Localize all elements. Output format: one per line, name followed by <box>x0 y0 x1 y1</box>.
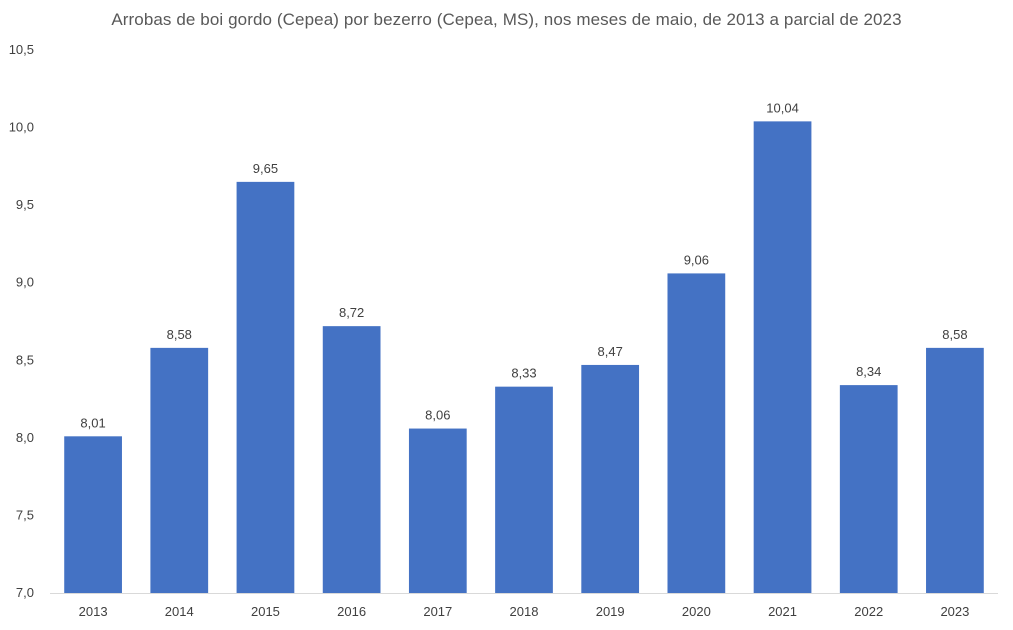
bar-2020 <box>667 273 726 593</box>
data-label: 9,65 <box>253 161 278 176</box>
bar-2018 <box>495 386 553 593</box>
data-label: 8,33 <box>511 366 536 381</box>
x-tick-label: 2016 <box>337 604 366 619</box>
bar-2021 <box>753 121 812 594</box>
data-label: 8,58 <box>942 327 967 342</box>
data-label: 8,01 <box>80 415 105 430</box>
bar-2023 <box>926 347 984 593</box>
y-tick-label: 8,0 <box>16 430 34 445</box>
y-tick-label: 10,5 <box>9 42 34 57</box>
x-tick-label: 2017 <box>423 604 452 619</box>
data-label: 8,06 <box>425 408 450 423</box>
y-tick-label: 10,0 <box>9 120 34 135</box>
y-tick-label: 7,0 <box>16 585 34 600</box>
bar-2015 <box>236 181 295 593</box>
bar-2016 <box>322 326 381 593</box>
y-tick-label: 7,5 <box>16 507 34 522</box>
data-label: 8,34 <box>856 364 881 379</box>
x-tick-label: 2013 <box>79 604 108 619</box>
x-tick-label: 2014 <box>165 604 194 619</box>
y-tick-label: 9,5 <box>16 197 34 212</box>
data-label: 8,58 <box>167 327 192 342</box>
chart-title: Arrobas de boi gordo (Cepea) por bezerro… <box>111 10 902 29</box>
x-tick-label: 2023 <box>940 604 969 619</box>
bar-2022 <box>839 385 898 593</box>
data-label: 9,06 <box>684 252 709 267</box>
data-label: 8,72 <box>339 305 364 320</box>
x-tick-label: 2021 <box>768 604 797 619</box>
bar-2019 <box>581 364 640 593</box>
x-tick-label: 2019 <box>596 604 625 619</box>
data-label: 10,04 <box>766 100 799 115</box>
x-tick-label: 2020 <box>682 604 711 619</box>
y-tick-label: 9,0 <box>16 275 34 290</box>
y-tick-label: 8,5 <box>16 352 34 367</box>
bar-2013 <box>64 436 122 593</box>
bar-2014 <box>150 347 209 593</box>
x-tick-label: 2018 <box>510 604 539 619</box>
data-label: 8,47 <box>598 344 623 359</box>
x-tick-label: 2015 <box>251 604 280 619</box>
bar-2017 <box>408 428 467 593</box>
x-tick-label: 2022 <box>854 604 883 619</box>
